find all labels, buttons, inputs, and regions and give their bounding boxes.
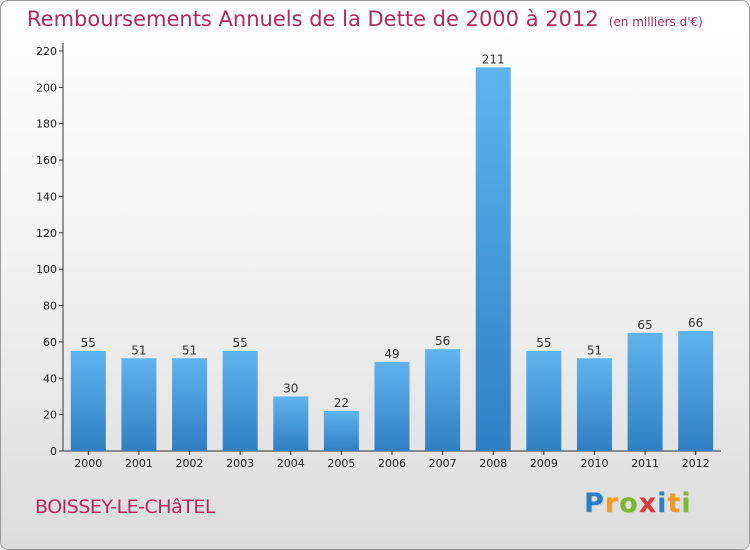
x-tick-label: 2009 [530, 457, 558, 470]
axes: 0 20 40 60 80 100 120 140 160 180 200 220 2000 2001 20… [36, 43, 721, 470]
bar [222, 351, 258, 451]
x-tick-label: 2006 [378, 457, 406, 470]
bar-value-label: 30 [283, 381, 298, 395]
logo-letter: i [657, 488, 668, 519]
unit-label: (en milliers d'€) [608, 15, 703, 29]
y-tick-label: 40 [43, 372, 57, 385]
bar-value-label: 51 [182, 343, 197, 357]
x-tick-label: 2000 [74, 457, 102, 470]
y-tick-label: 80 [43, 300, 57, 313]
x-tick-label: 2012 [682, 457, 710, 470]
bar [475, 67, 511, 451]
bar-value-label: 49 [384, 347, 399, 361]
y-tick-label: 200 [36, 81, 57, 94]
y-tick-label: 220 [36, 45, 57, 58]
x-tick-label: 2002 [176, 457, 204, 470]
bar-value-label: 65 [637, 318, 652, 332]
bar-value-label: 56 [435, 334, 450, 348]
bar [323, 411, 359, 451]
bar [627, 332, 663, 451]
chart-title: Remboursements Annuels de la Dette de 20… [27, 7, 703, 31]
y-tick-label: 20 [43, 409, 57, 422]
y-tick-label: 120 [36, 227, 57, 240]
logo-letter: P [584, 488, 605, 519]
bar-value-label: 55 [233, 336, 248, 350]
logo-letter: r [604, 488, 620, 519]
bar [70, 351, 106, 451]
bar [273, 396, 309, 451]
y-tick-label: 180 [36, 118, 57, 131]
bar [374, 361, 410, 451]
title-text: Remboursements Annuels de la Dette de 20… [27, 7, 599, 31]
y-tick-label: 140 [36, 190, 57, 203]
logo-letter: i [681, 488, 692, 519]
x-tick-label: 2004 [277, 457, 305, 470]
bar-value-label: 66 [688, 316, 703, 330]
x-tick-label: 2007 [429, 457, 457, 470]
x-tick-label: 2005 [327, 457, 355, 470]
bar [678, 331, 714, 451]
x-tick-label: 2001 [125, 457, 153, 470]
logo-letter: x [638, 488, 658, 519]
bar-value-label: 211 [482, 52, 505, 66]
bar [526, 351, 562, 451]
x-tick-label: 2010 [580, 457, 608, 470]
y-tick-label: 100 [36, 263, 57, 276]
commune-name: BOISSEY-LE-CHâTEL [35, 496, 215, 518]
bar-value-label: 55 [81, 336, 96, 350]
bar-value-label: 51 [587, 343, 602, 357]
y-tick-label: 60 [43, 336, 57, 349]
bar-value-label: 51 [131, 343, 146, 357]
bar [425, 349, 461, 451]
bar-value-label: 22 [334, 396, 349, 410]
bar [576, 358, 612, 451]
bar [172, 358, 208, 451]
x-tick-label: 2003 [226, 457, 254, 470]
x-tick-label: 2011 [631, 457, 659, 470]
bar [121, 358, 157, 451]
logo-letter: o [619, 488, 639, 519]
bars: 55 51 51 55 30 22 49 56 211 55 51 65 66 [70, 52, 714, 451]
logo-letter: t [667, 488, 682, 519]
y-tick-label: 160 [36, 154, 57, 167]
y-tick-label: 0 [50, 445, 57, 458]
bar-value-label: 55 [536, 336, 551, 350]
x-tick-label: 2008 [479, 457, 507, 470]
proxiti-logo: Proxiti [584, 488, 692, 519]
